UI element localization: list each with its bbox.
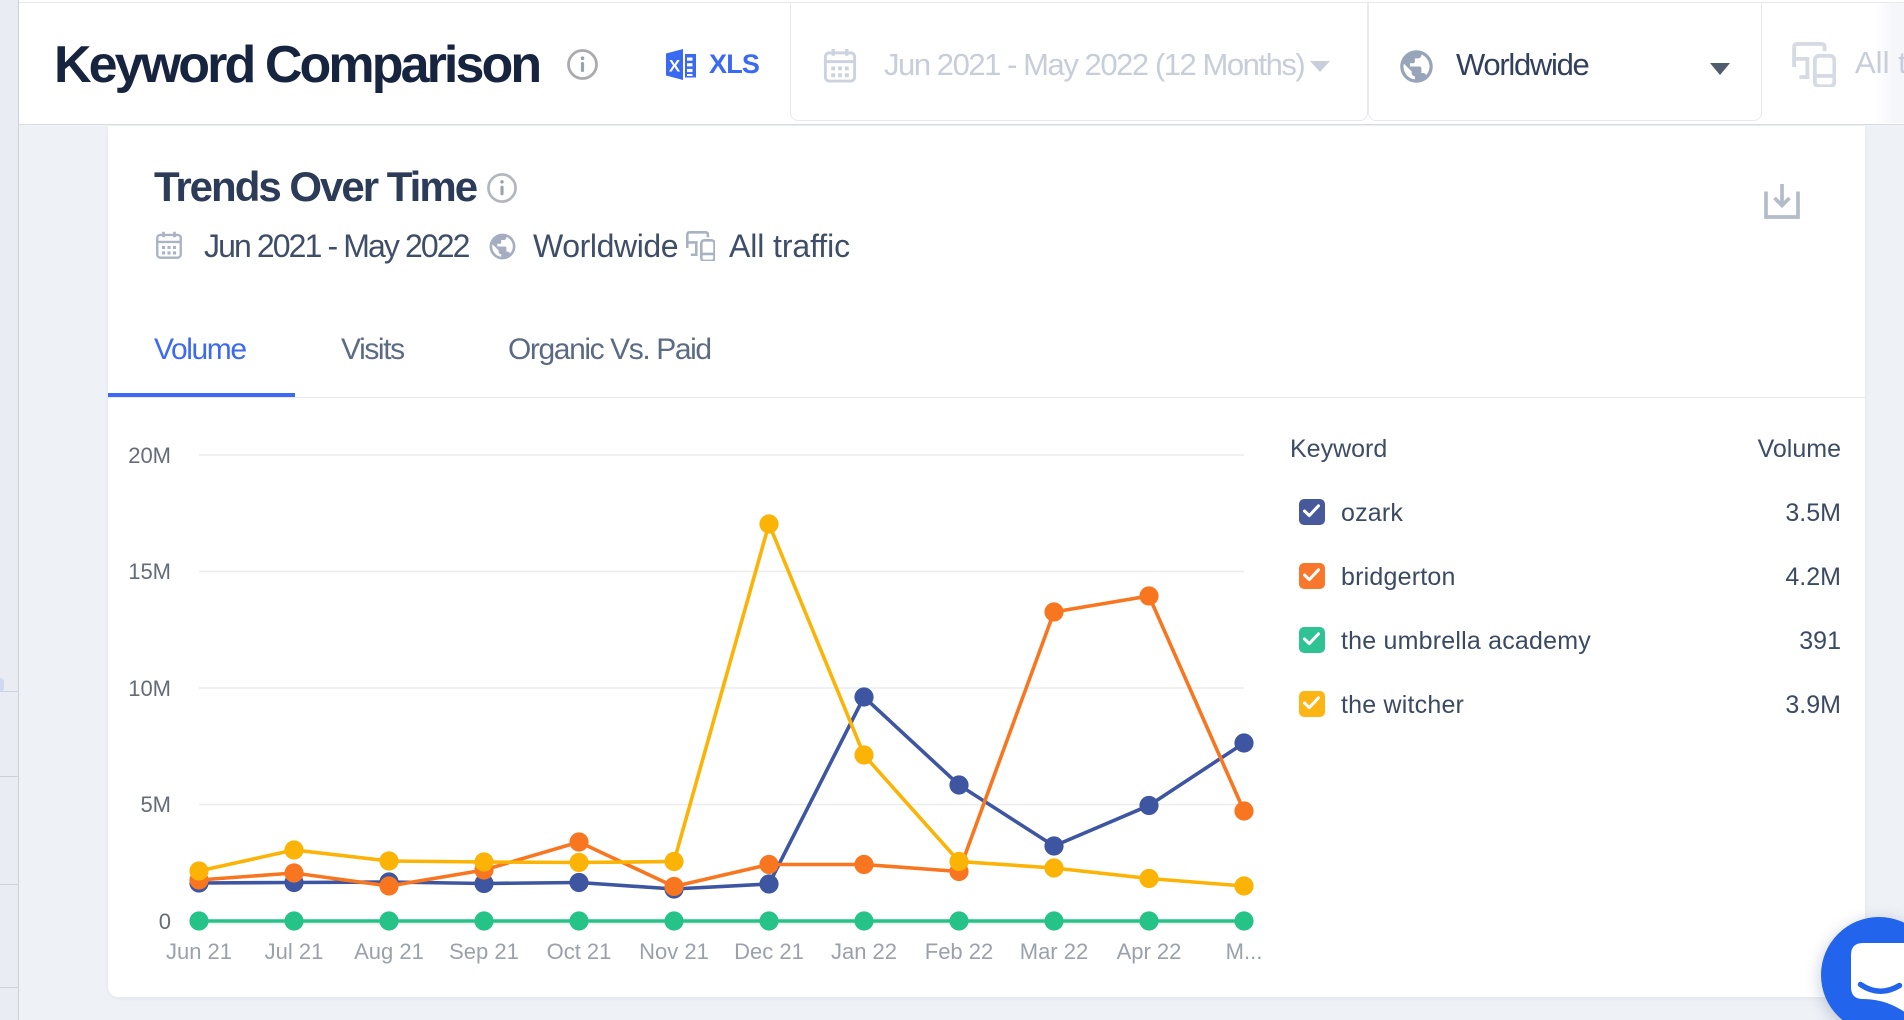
svg-text:X: X [669,57,681,76]
